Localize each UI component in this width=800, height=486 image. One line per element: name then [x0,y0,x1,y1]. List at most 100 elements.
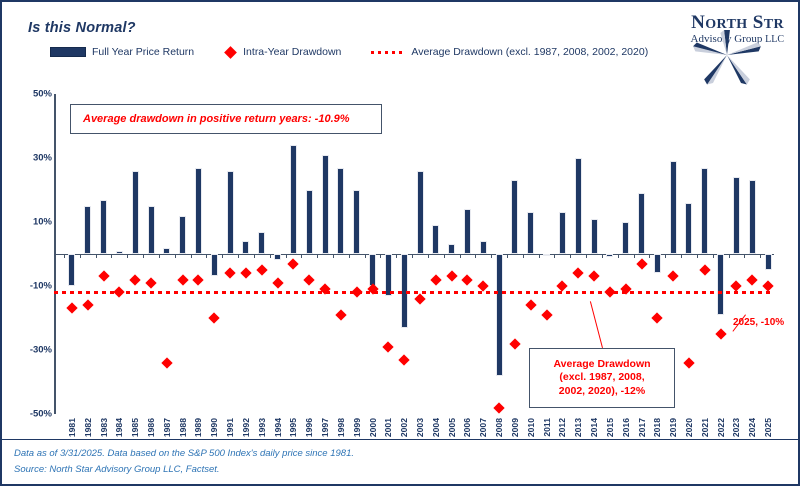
x-axis-tick [396,254,398,258]
x-axis-tick [174,254,176,258]
bar-1997 [321,154,329,254]
x-axis-label-1998: 1998 [335,418,346,438]
x-axis-tick [475,254,477,258]
bar-2021 [701,167,709,254]
x-axis-label-2010: 2010 [525,418,536,438]
bar-1986 [147,206,155,254]
x-axis-label-2014: 2014 [589,418,600,438]
bar-2015 [606,254,614,258]
x-axis-tick [190,254,192,258]
x-axis-label-2001: 2001 [383,418,394,438]
callout-average-drawdown-excl: Average Drawdown (excl. 1987, 2008, 2002… [529,348,675,408]
drawdown-marker-2009 [509,337,521,350]
drawdown-marker-2013 [572,267,584,279]
x-axis-tick [570,254,572,258]
logo-llc: LLC [765,34,784,45]
bar-1985 [131,170,139,254]
x-axis-tick [601,254,603,258]
x-axis-tick [760,254,762,258]
chart-footer: Data as of 3/31/2025. Data based on the … [2,438,798,484]
callout-mid-line3: 2002, 2020), -12% [558,384,646,397]
x-axis-tick [64,254,65,258]
bar-2004 [432,225,440,254]
x-axis-label-2012: 2012 [557,418,568,438]
y-axis-tick-label: 50% [32,88,52,100]
bar-2013 [574,158,582,254]
x-axis-label-1996: 1996 [304,418,315,438]
x-axis-label-2006: 2006 [462,418,473,438]
x-axis-label-2019: 2019 [668,418,679,438]
bar-1992 [242,241,250,254]
x-axis-label-2004: 2004 [430,418,441,438]
drawdown-marker-2022 [714,328,727,340]
x-axis-label-1991: 1991 [225,418,236,438]
x-axis-tick [507,254,509,258]
x-axis-label-1999: 1999 [351,418,362,438]
legend-label-2: Average Drawdown (excl. 1987, 2008, 2002… [411,46,649,58]
bar-1999 [353,190,361,254]
x-axis-label-2013: 2013 [573,418,584,438]
bar-2001 [384,254,392,296]
drawdown-marker-2008 [493,401,505,414]
bar-2002 [400,254,408,328]
x-axis-tick [459,254,461,258]
diamond-marker-icon [224,45,238,59]
bar-1993 [258,231,266,254]
x-axis-label-1995: 1995 [288,418,299,438]
drawdown-marker-2001 [382,341,395,353]
bar-2010 [527,212,535,254]
drawdown-marker-2011 [540,309,553,321]
bar-2022 [717,254,725,315]
x-axis-tick [95,254,97,258]
callout-mid-line1: Average Drawdown [553,358,651,371]
page-title: Is this Normal? [28,20,136,36]
legend-spacer [194,52,224,53]
drawdown-marker-2014 [588,270,600,283]
drawdown-marker-2020 [683,357,695,369]
x-axis-tick [143,254,145,258]
drawdown-marker-1996 [303,273,315,286]
bar-2019 [669,161,677,254]
x-axis-label-1983: 1983 [98,418,109,438]
x-axis-label-2002: 2002 [399,418,410,438]
chart-plot-area: 1981 1982 1983 1984 1985 1986 1987 1988 1989 1990… [54,94,774,437]
x-axis-label-1986: 1986 [146,418,157,438]
bar-1983 [100,199,108,254]
x-axis-label-2011: 2011 [541,418,552,437]
star-icon [693,30,761,85]
drawdown-marker-1991 [224,267,236,279]
x-axis-label-2017: 2017 [636,418,647,438]
x-axis-label-2020: 2020 [683,418,694,438]
x-axis-tick [681,254,683,258]
drawdown-marker-2005 [445,270,458,283]
x-axis-label-2024: 2024 [747,418,758,438]
x-axis-label-1987: 1987 [161,418,172,438]
x-axis-tick [728,254,730,258]
legend-item-full-year-price-return: Full Year Price Return [50,46,194,58]
x-axis-label-1989: 1989 [193,418,204,438]
bar-2024 [748,180,756,254]
x-axis-label-1982: 1982 [82,418,93,438]
logo-n: N [691,12,706,33]
logo-line-1: NORTH STR [691,12,784,34]
x-axis-tick [285,254,287,258]
bar-2008 [495,254,503,376]
callout-top-text: Average drawdown in positive return year… [83,113,350,125]
x-axis-label-2023: 2023 [731,418,742,438]
x-axis-label-1997: 1997 [320,418,331,438]
x-axis-tick [206,254,208,258]
x-axis-tick [586,254,588,258]
drawdown-marker-1992 [240,267,252,279]
x-axis-tick [380,254,382,258]
x-axis-tick [443,254,445,258]
x-axis-label-1985: 1985 [130,418,141,438]
drawdown-marker-2010 [525,299,537,311]
x-axis-tick [158,254,160,258]
x-axis-tick [238,254,240,258]
drawdown-marker-2021 [699,264,711,276]
y-axis-tick-label: -50% [29,408,52,420]
x-axis-tick [427,254,429,258]
bar-2009 [511,180,519,254]
bar-2016 [622,222,630,254]
